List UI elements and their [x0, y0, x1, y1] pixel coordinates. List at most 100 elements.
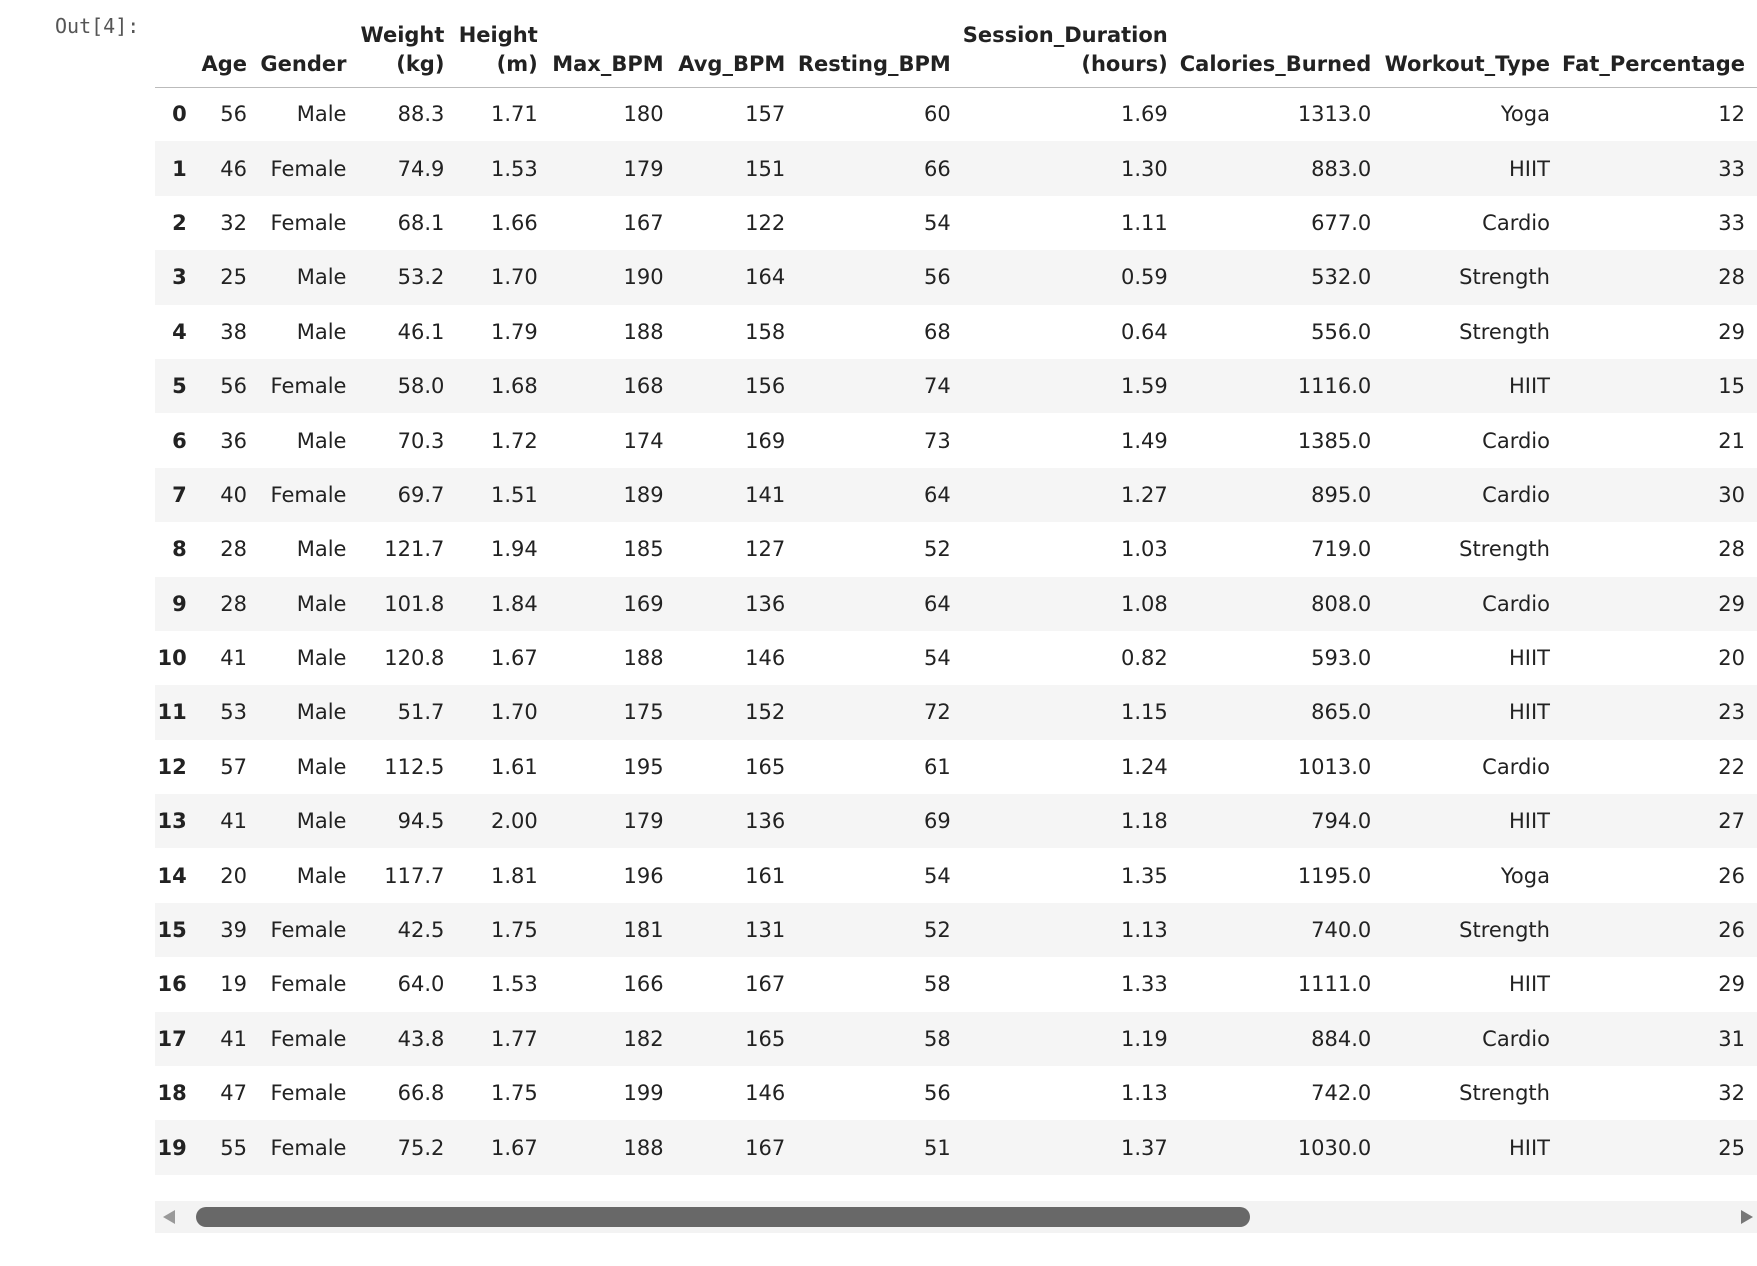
table-cell: 1.30	[1120, 156, 1168, 181]
table-cell: 47	[220, 1081, 247, 1106]
table-cell: 41	[220, 646, 247, 671]
table-cell: 136	[745, 809, 786, 834]
table-cell: Male	[296, 319, 347, 344]
table-cell: 1.08	[1120, 591, 1168, 616]
row-index: 6	[172, 428, 187, 453]
table-cell: 75.2	[397, 1135, 445, 1160]
table-row: 11 53 Male 51.7 1.70 175 152 72 1.15 865.0 HIIT 23	[155, 685, 1757, 740]
table-cell: 131	[745, 918, 786, 943]
table-cell: Cardio	[1482, 1026, 1550, 1051]
table-row: 15 39 Female 42.5 1.75 181 131 52 1.13 740.0 Stren…	[155, 902, 1757, 958]
table-cell: 60	[924, 102, 951, 127]
table-cell: Male	[296, 863, 347, 888]
row-index: 12	[157, 754, 187, 779]
table-cell: 51.7	[397, 700, 445, 725]
table-cell: 66.8	[397, 1081, 445, 1106]
table-row: 7 40 Female 69.7 1.51 189 141 64 1.27 895.0 Cardio…	[155, 467, 1757, 523]
table-cell: 1.77	[490, 1026, 538, 1051]
table-cell: Female	[270, 210, 347, 235]
table-cell: 1.70	[490, 700, 538, 725]
table-cell: 1.13	[1120, 1081, 1168, 1106]
table-cell: 1.03	[1120, 537, 1168, 562]
table-cell: 174	[623, 428, 664, 453]
table-cell: 1313.0	[1297, 102, 1372, 127]
table-cell: Female	[270, 482, 347, 507]
row-index: 10	[157, 646, 187, 671]
table-row: 17 41 Female 43.8 1.77 182 165 58 1.19 884.0 Cardi…	[155, 1011, 1757, 1067]
table-cell: 556.0	[1311, 319, 1372, 344]
table-cell: 43.8	[397, 1026, 445, 1051]
table-cell: 94.5	[397, 809, 445, 834]
table-cell: 74.9	[397, 156, 445, 181]
table-cell: 58.0	[397, 374, 445, 399]
column-header: Weight (kg)	[358, 8, 457, 88]
table-cell: 2.00	[490, 809, 538, 834]
scroll-right-arrow[interactable]	[1741, 1210, 1753, 1224]
table-cell: 29	[1718, 591, 1745, 616]
table-cell: 29	[1718, 319, 1745, 344]
table-row: 8 28 Male 121.7 1.94 185 127 52 1.03 719.0 Strengt…	[155, 522, 1757, 576]
table-cell: 1.75	[490, 918, 538, 943]
table-cell: 1.53	[490, 156, 538, 181]
table-cell: 38	[220, 319, 247, 344]
table-cell: 1.69	[1120, 102, 1168, 127]
table-cell: 121.7	[384, 537, 445, 562]
table-cell: 157	[745, 102, 786, 127]
column-header: Fat_Percentage	[1561, 8, 1757, 88]
table-cell: 28	[220, 537, 247, 562]
table-cell: 32	[220, 210, 247, 235]
column-header: Height (m)	[456, 8, 550, 88]
table-cell: 23	[1718, 700, 1745, 725]
table-cell: 883.0	[1311, 156, 1372, 181]
scroll-thumb[interactable]	[196, 1207, 1250, 1227]
table-cell: HIIT	[1508, 972, 1550, 997]
table-cell: Strength	[1459, 319, 1550, 344]
table-cell: HIIT	[1508, 809, 1550, 834]
table-cell: 185	[623, 537, 664, 562]
table-row: 14 20 Male 117.7 1.81 196 161 54 1.35 1195.0 Yoga 2…	[155, 848, 1757, 902]
table-cell: 46.1	[397, 319, 445, 344]
table-cell: 1.84	[490, 591, 538, 616]
row-index: 1	[172, 156, 187, 181]
table-cell: 101.8	[384, 591, 445, 616]
table-cell: 64	[924, 591, 951, 616]
output-prompt: Out[4]:	[55, 14, 140, 38]
table-row: 12 57 Male 112.5 1.61 195 165 61 1.24 1013.0 Cardi…	[155, 740, 1757, 794]
table-cell: 52	[924, 537, 951, 562]
table-cell: 1.67	[490, 646, 538, 671]
table-cell: 56	[924, 1081, 951, 1106]
table-cell: 165	[745, 754, 786, 779]
table-cell: 1.81	[490, 863, 538, 888]
table-row: 9 28 Male 101.8 1.84 169 136 64 1.08 808.0 Cardio 2…	[155, 576, 1757, 631]
table-cell: 719.0	[1311, 537, 1372, 562]
table-cell: Female	[270, 972, 347, 997]
table-cell: 808.0	[1311, 591, 1372, 616]
table-cell: Cardio	[1482, 482, 1550, 507]
table-cell: Male	[296, 102, 347, 127]
table-cell: 188	[623, 1135, 664, 1160]
table-body: 0 56 Male 88.3 1.71 180 157 60 1.69 1313.0 Yoga 12 1…	[155, 87, 1757, 1175]
table-cell: Cardio	[1482, 210, 1550, 235]
table-cell: 19	[220, 972, 247, 997]
table-cell: 1.35	[1120, 863, 1168, 888]
table-cell: 199	[623, 1081, 664, 1106]
table-cell: 0.64	[1120, 319, 1168, 344]
column-header: Session_Duration (hours)	[962, 8, 1180, 88]
table-cell: 179	[623, 809, 664, 834]
table-row: 0 56 Male 88.3 1.71 180 157 60 1.69 1313.0 Yoga 12	[155, 87, 1757, 141]
table-cell: 146	[745, 1081, 786, 1106]
table-cell: 1.61	[490, 754, 538, 779]
table-cell: Male	[296, 265, 347, 290]
row-index: 14	[157, 863, 187, 888]
table-row: 18 47 Female 66.8 1.75 199 146 56 1.13 742.0 Stren…	[155, 1066, 1757, 1120]
row-index: 17	[157, 1026, 187, 1051]
row-index: 9	[172, 591, 187, 616]
table-cell: Male	[296, 700, 347, 725]
table-cell: 158	[745, 319, 786, 344]
table-cell: 39	[220, 918, 247, 943]
table-cell: 68.1	[397, 210, 445, 235]
table-cell: 161	[745, 863, 786, 888]
table-row: 13 41 Male 94.5 2.00 179 136 69 1.18 794.0 HIIT 27	[155, 794, 1757, 849]
scroll-left-arrow[interactable]	[163, 1210, 175, 1224]
horizontal-scrollbar[interactable]	[155, 1201, 1757, 1233]
